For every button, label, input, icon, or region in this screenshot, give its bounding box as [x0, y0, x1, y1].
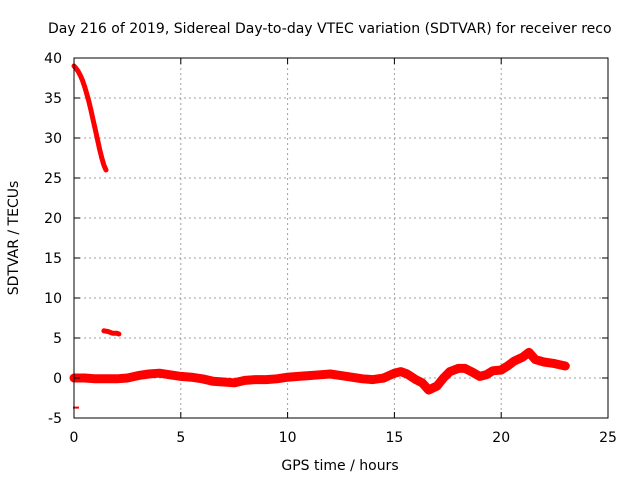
- y-tick-label: 25: [44, 171, 62, 187]
- y-tick-label: 0: [53, 371, 62, 387]
- grid: [74, 58, 608, 418]
- chart-title: Day 216 of 2019, Sidereal Day-to-day VTE…: [48, 21, 612, 37]
- series-mid-segment: [101, 328, 122, 337]
- x-tick-label: 10: [279, 430, 297, 446]
- x-axis-title: GPS time / hours: [281, 458, 398, 474]
- y-tick-label: -5: [48, 411, 62, 427]
- series-high-decay: [71, 63, 109, 173]
- y-tick-label: 35: [44, 91, 62, 107]
- plot-frame: [73, 57, 609, 419]
- x-tick-label: 5: [176, 430, 185, 446]
- y-tick-label: 40: [44, 51, 62, 67]
- x-tick-label: 25: [599, 430, 617, 446]
- y-tick-label: 10: [44, 291, 62, 307]
- x-tick-label: 15: [385, 430, 403, 446]
- axis-ticks: 0 5 10 15 20 25 -5 0 5 10 15 20 25 30 35 40: [44, 51, 617, 446]
- x-tick-label: 20: [492, 430, 510, 446]
- data-series: [69, 63, 570, 409]
- y-axis-title: SDTVAR / TECUs: [6, 181, 22, 296]
- y-tick-label: 15: [44, 251, 62, 267]
- x-tick-label: 0: [70, 430, 79, 446]
- y-tick-label: 30: [44, 131, 62, 147]
- series-main-trace: [69, 347, 570, 395]
- y-tick-label: 20: [44, 211, 62, 227]
- y-tick-label: 5: [53, 331, 62, 347]
